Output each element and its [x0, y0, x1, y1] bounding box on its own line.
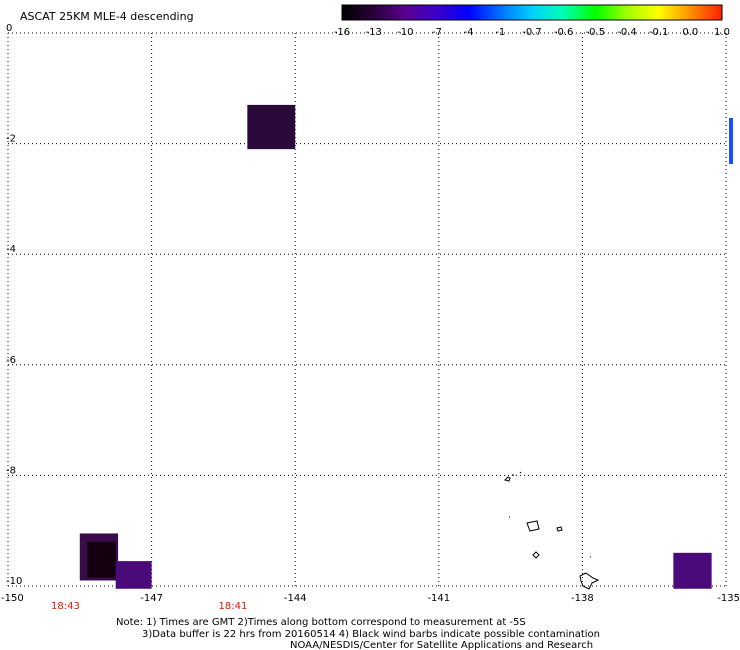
- island-outline: [556, 526, 563, 532]
- y-axis-label: -8: [6, 465, 16, 476]
- note-line-1: Note: 1) Times are GMT 2)Times along bot…: [116, 617, 526, 628]
- colorbar-labels: -16 -13 -10 -7 -4 -1 -0.7 -0.6 -0.5 -0.4 -0.1 0.0 1.…: [334, 27, 730, 38]
- wind-cell: [673, 552, 712, 589]
- x-axis-label: -144: [284, 593, 307, 604]
- island-outline: [526, 520, 540, 532]
- wind-cell: [247, 104, 296, 150]
- island-outline: [579, 572, 600, 590]
- y-axis-label: -4: [6, 244, 16, 255]
- y-axis-label: -2: [6, 134, 16, 145]
- wind-cell: [115, 561, 152, 589]
- note-line-3: NOAA/NESDIS/Center for Satellite Applica…: [290, 640, 593, 650]
- colorbar-label: -0.4: [617, 27, 637, 38]
- gridlines: [7, 32, 727, 587]
- time-label: 18:43: [51, 601, 80, 612]
- colorbar-ramp: [341, 4, 723, 21]
- y-axis-label: 0: [6, 23, 12, 34]
- x-axis-label: -138: [571, 593, 594, 604]
- y-axis-label: -6: [6, 355, 16, 366]
- x-axis-label: -141: [427, 593, 450, 604]
- x-axis-label: -135: [717, 593, 740, 604]
- colorbar-label: -10: [397, 27, 413, 38]
- island-outline: [532, 551, 540, 559]
- colorbar-label: -0.1: [649, 27, 669, 38]
- note-line-2: 3)Data buffer is 22 hrs from 20160514 4)…: [142, 629, 600, 640]
- island-outline: [504, 476, 511, 482]
- colorbar-label: -0.5: [586, 27, 606, 38]
- time-label: 18:41: [219, 601, 248, 612]
- colorbar-label: 0.0: [682, 27, 698, 38]
- scroll-indicator: [729, 118, 733, 164]
- map-title: ASCAT 25KM MLE-4 descending: [20, 10, 194, 23]
- colorbar-label: 1.0: [714, 27, 730, 38]
- colorbar-label: -13: [365, 27, 381, 38]
- x-axis-labels: -150 -147 -144 -141 -138 -135: [1, 593, 740, 604]
- wind-cells: [79, 104, 712, 589]
- colorbar-label: -16: [334, 27, 350, 38]
- wind-cell: [86, 541, 116, 578]
- island-outlines: [504, 471, 600, 590]
- y-axis-labels: 0 -2 -4 -6 -8 -10: [6, 23, 22, 587]
- x-axis-label: -150: [1, 593, 24, 604]
- y-axis-label: -10: [6, 576, 22, 587]
- colorbar-label: -0.6: [554, 27, 574, 38]
- time-labels: 18:43 18:41: [51, 601, 247, 612]
- x-axis-label: -147: [140, 593, 163, 604]
- island-outline: [519, 471, 522, 474]
- colorbar: [341, 4, 723, 21]
